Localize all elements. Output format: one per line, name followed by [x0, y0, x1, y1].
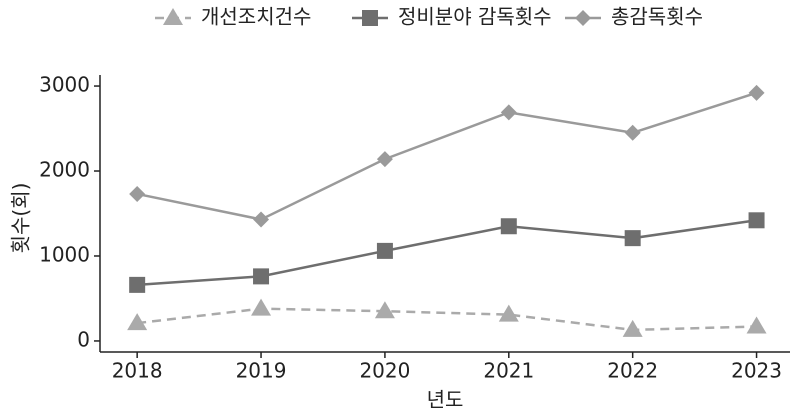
x-tick-label: 2021 — [483, 359, 534, 383]
y-axis-label: 횟수(회) — [9, 183, 33, 254]
x-axis-label: 년도 — [427, 388, 464, 412]
marker — [253, 268, 270, 285]
series-line — [137, 219, 757, 287]
legend-marker — [163, 8, 183, 25]
y-tick-label: 0 — [77, 327, 90, 351]
x-tick-label: 2022 — [607, 359, 658, 383]
marker — [748, 84, 765, 101]
marker — [500, 104, 517, 121]
series-line — [137, 307, 757, 332]
y-tick-label: 3000 — [39, 73, 90, 97]
marker — [622, 319, 643, 337]
legend-label: 정비분야 감독횟수 — [398, 5, 552, 29]
y-tick-label: 2000 — [39, 158, 90, 182]
marker — [498, 304, 519, 322]
x-tick-label: 2020 — [359, 359, 410, 383]
marker — [129, 185, 146, 202]
marker — [624, 124, 641, 141]
marker — [376, 242, 393, 259]
marker — [500, 218, 517, 235]
marker — [748, 212, 765, 229]
legend-label: 총감독횟수 — [611, 5, 703, 29]
legend-marker — [362, 10, 378, 26]
marker — [127, 313, 148, 331]
marker — [129, 276, 146, 293]
marker — [376, 151, 393, 168]
y-tick-label: 1000 — [39, 242, 90, 266]
x-tick-label: 2018 — [112, 359, 163, 383]
series-line — [136, 91, 757, 221]
marker — [253, 211, 270, 228]
marker — [251, 298, 272, 316]
x-tick-label: 2019 — [236, 359, 287, 383]
marker — [624, 230, 641, 247]
marker — [746, 316, 767, 334]
legend-marker — [575, 10, 591, 26]
legend-label: 개선조치건수 — [201, 5, 311, 29]
marker — [374, 301, 395, 319]
x-tick-label: 2023 — [731, 359, 782, 383]
